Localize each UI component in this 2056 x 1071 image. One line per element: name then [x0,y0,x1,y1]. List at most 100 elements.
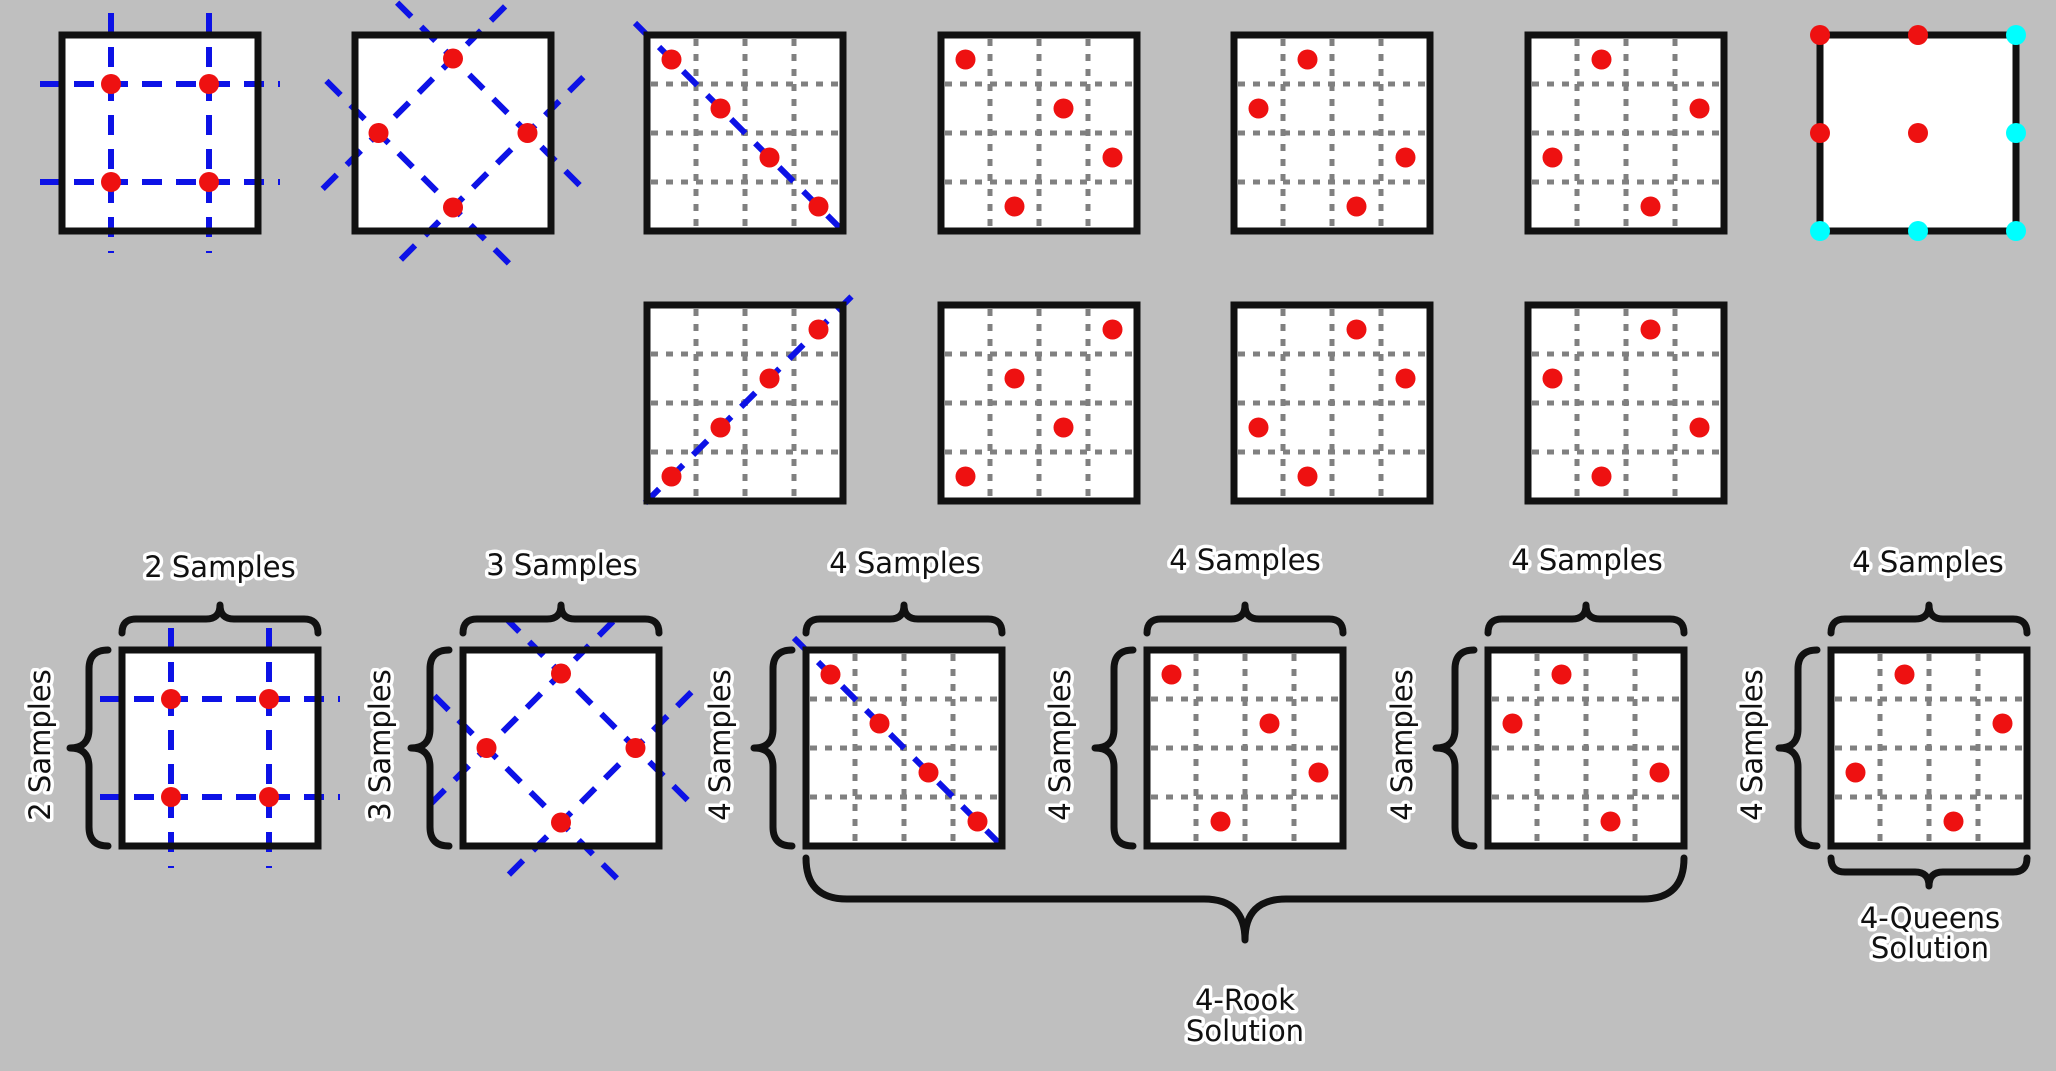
panel-background [62,35,258,231]
label-top-4d-samples: 4 Samples [1852,545,2004,579]
sample-point [1894,664,1915,685]
sample-point [869,713,890,734]
panel-frame [459,646,663,850]
sample-point [1161,664,1182,685]
offset-sample-point [1810,221,1830,241]
sample-point [443,197,463,218]
label-queens-solution-line2: Solution [1871,931,1989,965]
curly-brace [750,646,796,850]
curly-brace [407,646,453,850]
sample-point [1297,49,1318,70]
sample-point [820,664,841,685]
panel-rook-4e [1230,301,1434,505]
sample-point [1908,123,1928,143]
panel-rook-4a [1143,646,1347,850]
panel-frame [1230,31,1434,235]
sample-point [1591,49,1612,70]
panel-rotated-3 [320,0,586,266]
sample-point [199,172,219,192]
panel-frame [351,31,555,235]
curly-brace [1484,601,1688,637]
sample-point [1395,368,1416,389]
sample-point [1845,762,1866,783]
curly-brace [802,601,1006,637]
sample-point [1297,466,1318,487]
label-side-3-samples: 3 Samples [363,669,397,821]
curly-brace [1091,646,1137,850]
label-top-4a-samples: 4 Samples [829,546,981,580]
panel-frame [58,31,262,235]
label-top-3-samples: 3 Samples [486,548,638,582]
sample-point [1102,319,1123,340]
sample-point [1810,25,1830,45]
panel-frame [802,646,1006,850]
sample-point [1640,319,1661,340]
panels [40,0,2031,881]
panel-rook-4d [937,301,1141,505]
offset-sample-point [1908,221,1928,241]
braces [66,601,2031,944]
sample-point [199,74,219,94]
sample-point [625,738,646,758]
curly-brace [459,601,663,637]
panel-rook-4c [1827,646,2031,850]
label-side-4b-samples: 4 Samples [1043,669,1077,821]
label-side-4a-samples: 4 Samples [703,669,737,821]
sample-point [1992,713,2013,734]
curly-brace [66,646,112,850]
label-top-2-samples: 2 Samples [144,550,296,584]
sample-point [259,787,279,807]
label-top-4b-samples: 4 Samples [1169,543,1321,577]
panel-rook-4a [937,31,1141,235]
sample-point [259,689,279,709]
sample-point [1395,147,1416,168]
panel-frame [1524,301,1728,505]
sample-point [1053,98,1074,119]
sample-point [1591,466,1612,487]
label-side-4d-samples: 4 Samples [1735,669,1769,821]
sample-point [1542,368,1563,389]
sample-point [955,466,976,487]
sample-point [710,98,731,119]
sample-point [1248,98,1269,119]
sample-point [808,196,829,217]
sample-point [1210,811,1231,832]
sample-point [955,49,976,70]
sample-point [759,147,780,168]
sample-point [1502,713,1523,734]
panel-corner-cyan [1810,25,2026,241]
panel-frame [937,31,1141,235]
panel-frame [1484,646,1688,850]
sample-point [368,123,389,143]
panel-frame [643,301,847,505]
sample-point [967,811,988,832]
panel-grid-2x2 [100,628,340,868]
panel-frame [937,301,1141,505]
sample-point [1640,196,1661,217]
offset-sample-point [2006,221,2026,241]
sample-point [1308,762,1329,783]
sample-point [161,787,181,807]
curly-brace [1827,854,2031,890]
panel-frame [1827,646,2031,850]
sample-point [1542,147,1563,168]
sample-point [476,738,497,758]
sample-point [551,663,571,684]
curly-brace [1775,646,1821,850]
sample-point [710,417,731,438]
label-queens-solution-line1: 4-Queens [1860,901,2000,935]
sample-point [1810,123,1830,143]
sample-point [661,466,682,487]
sample-point [1551,664,1572,685]
sample-point [661,49,682,70]
panel-frame [1524,31,1728,235]
offset-sample-point [2006,25,2026,45]
panel-rook-4b [1230,31,1434,235]
panel-grid-2x2 [40,13,280,253]
panel-anti-diag-4 [642,290,858,506]
curly-brace [1827,601,2031,637]
panel-frame [1143,646,1347,850]
sample-point [1004,196,1025,217]
sample-point [517,123,538,143]
panel-background [122,650,318,846]
